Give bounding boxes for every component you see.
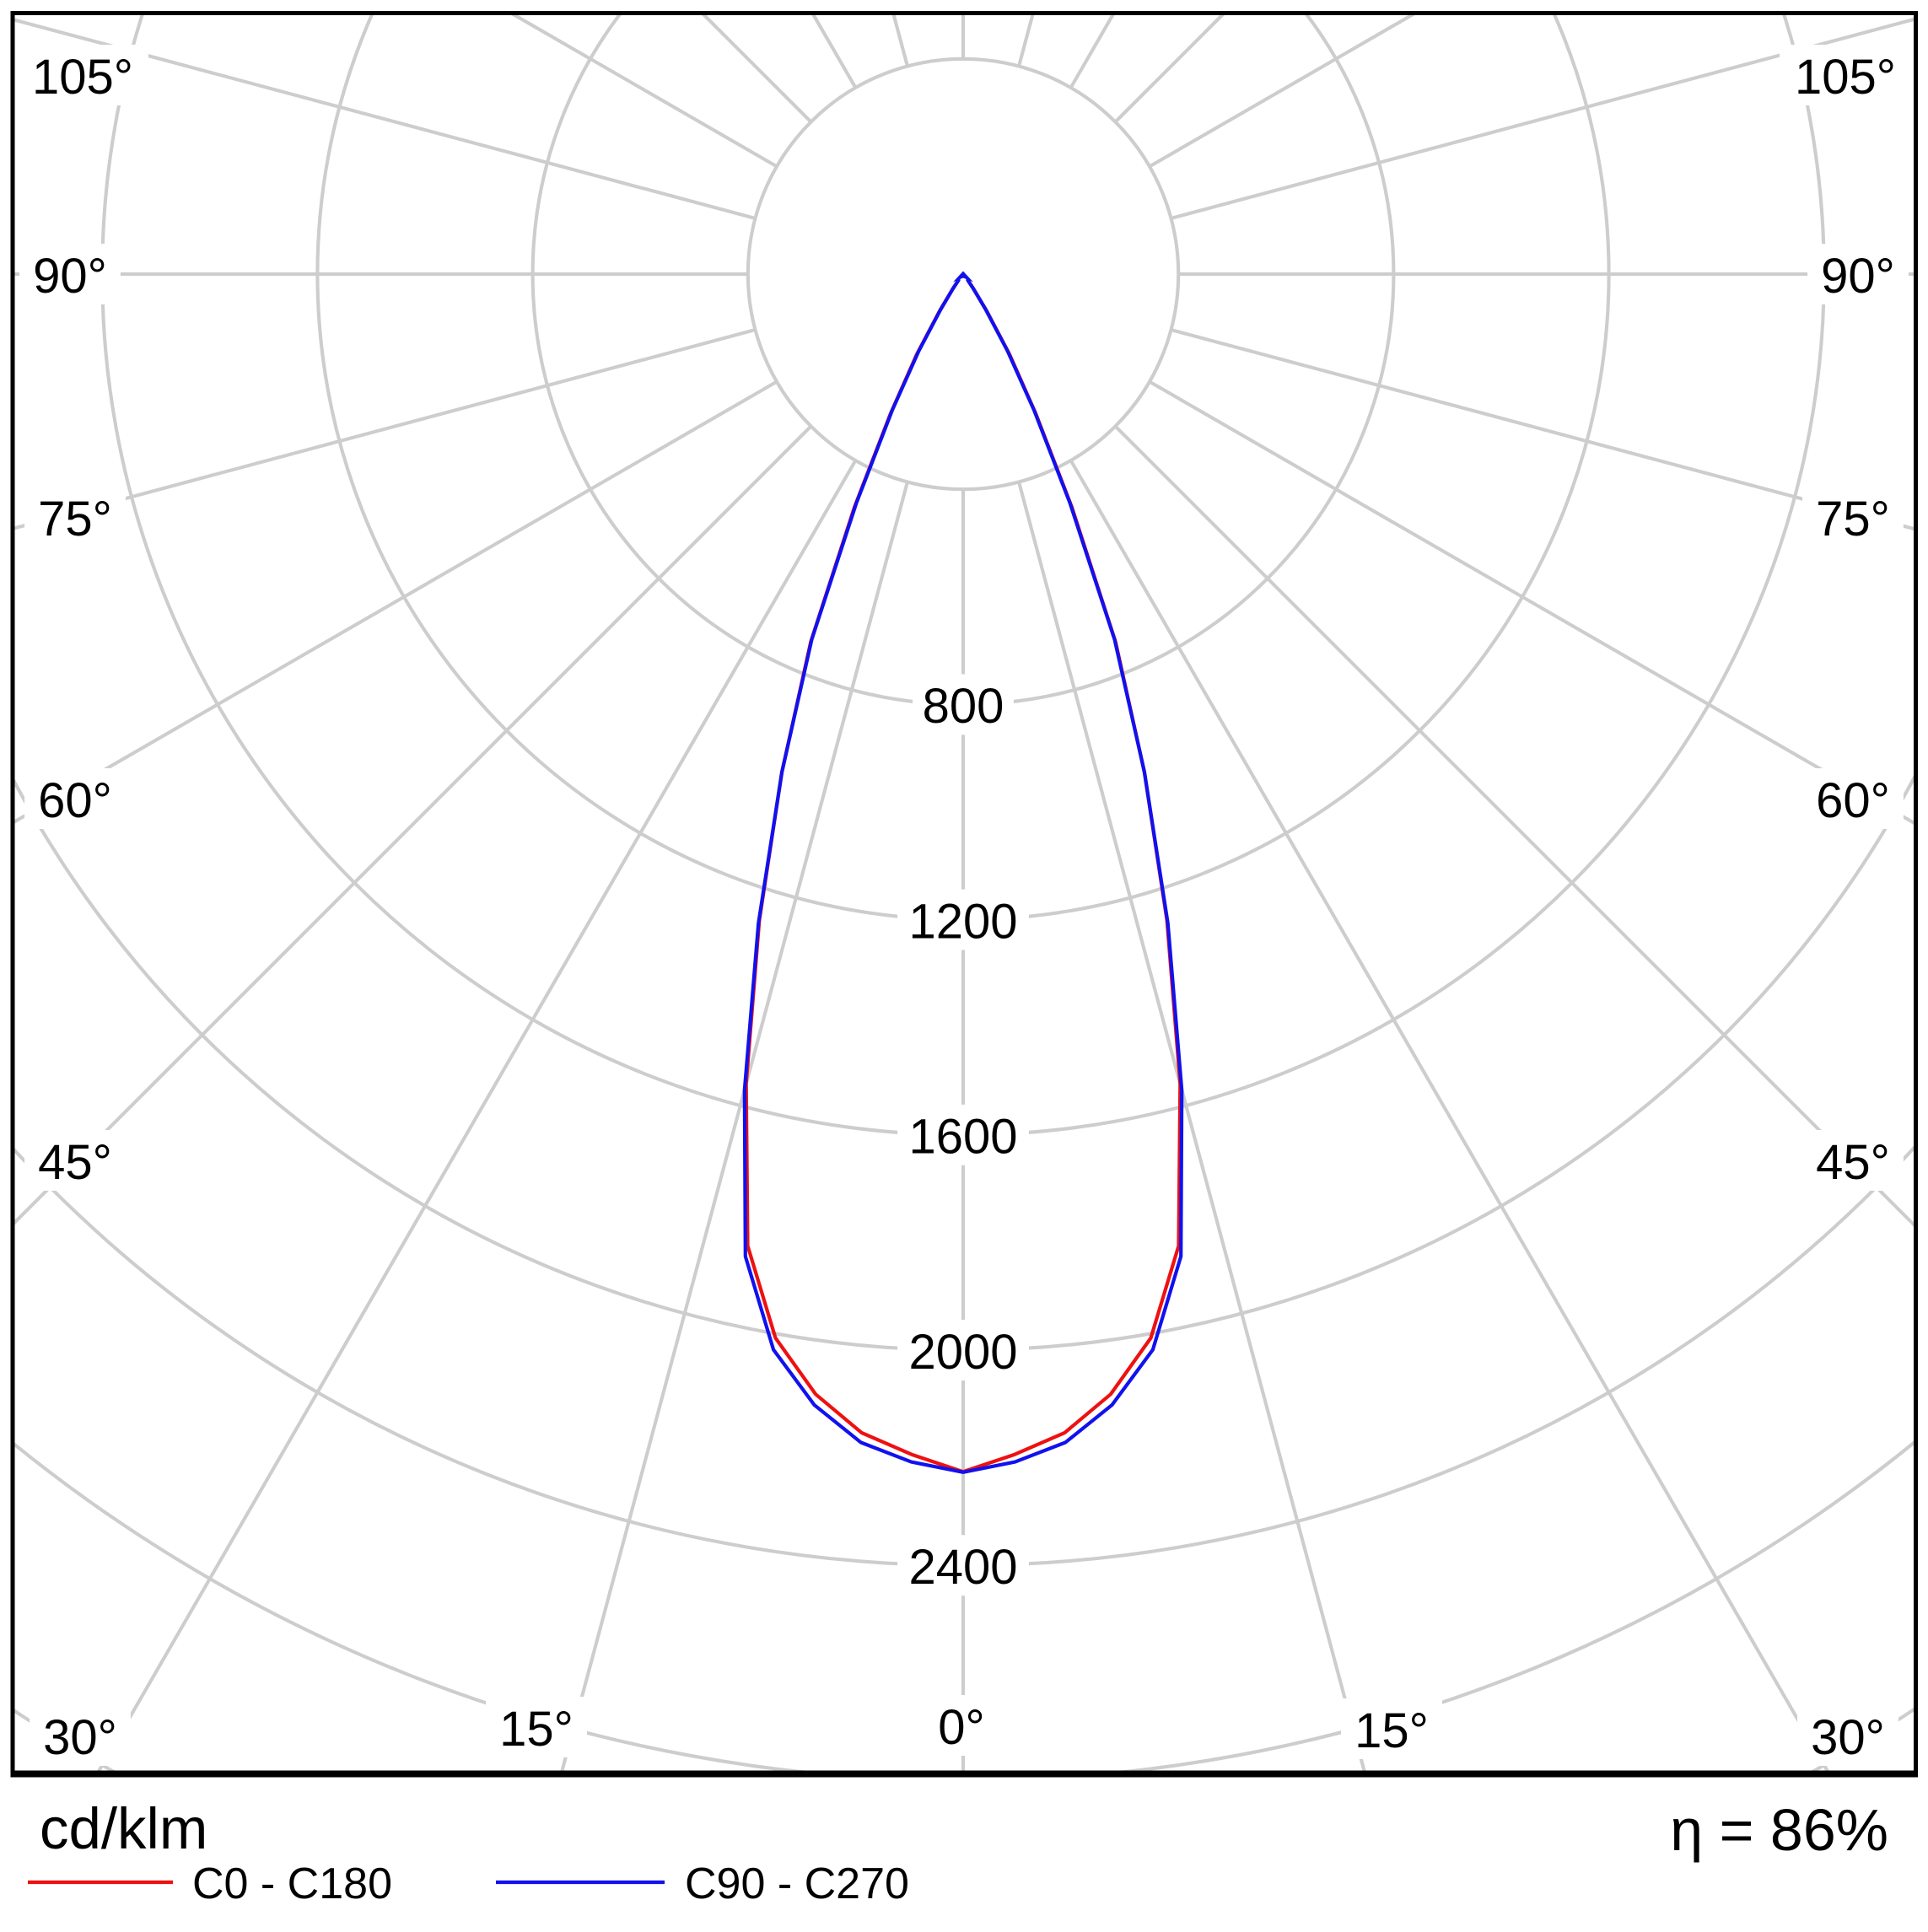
legend-label-c90: C90 - C270: [685, 1859, 909, 1908]
ring-label-2400-mask: [897, 1535, 1029, 1596]
grid-radial-15: [1017, 481, 1366, 1771]
ring-label-1600-mask: [897, 1104, 1029, 1165]
ring-label-2000: 2000: [908, 1325, 1017, 1380]
angle-label-left-60deg: 60°: [38, 773, 112, 828]
frame-bottom: [10, 1770, 1918, 1778]
angle-label-bottom-15deg: 15°: [1354, 1703, 1429, 1758]
angle-label-bottom-15deg-mask: [486, 1697, 587, 1757]
curve-arrowhead-icon: [953, 271, 973, 283]
caption-row: cd/klm η = 86%: [40, 1796, 1888, 1863]
ring-label-1200: 1200: [908, 894, 1017, 949]
angle-label-right-45deg-mask: [1802, 1130, 1904, 1191]
grid-radial-285: [14, 328, 757, 530]
grid-radial-330: [97, 459, 858, 1771]
grid-radial-105: [1170, 17, 1914, 220]
unit-label: cd/klm: [40, 1796, 207, 1861]
angle-label-left-75deg: 75°: [38, 492, 112, 546]
grid-radial-60: [1148, 379, 1914, 826]
angle-label-bottom-30deg: 30°: [43, 1710, 117, 1765]
legend: C0 - C180 C90 - C270: [28, 1859, 909, 1908]
grid-radial-345: [560, 481, 909, 1771]
angle-label-bottom-30deg: 30°: [1811, 1710, 1885, 1765]
curves: [742, 278, 1184, 1474]
ring-label-800: 800: [923, 679, 1004, 734]
efficiency-label: η = 86%: [1670, 1797, 1888, 1863]
frame-top: [10, 11, 1918, 15]
grid-radial-300: [14, 379, 778, 824]
ring-label-1600: 1600: [908, 1110, 1017, 1165]
curve-c90-c270: [742, 278, 1184, 1474]
grid-radial-75: [1170, 328, 1914, 531]
angle-label-left-45deg-mask: [24, 1130, 126, 1191]
angle-label-right-90deg-mask: [1807, 244, 1909, 304]
grid-radial-255: [14, 18, 757, 220]
angle-label-right-105deg-mask: [1780, 45, 1911, 105]
angle-label-bottom-30deg-mask: [1797, 1705, 1898, 1766]
angle-label-left-75deg-mask: [24, 487, 126, 547]
angle-label-bottom-0deg: 0°: [938, 1700, 984, 1755]
frame: [10, 11, 1918, 1778]
angle-label-left-90deg: 90°: [33, 249, 107, 304]
angle-label-right-45deg: 45°: [1816, 1135, 1890, 1190]
angle-label-right-75deg-mask: [1802, 487, 1904, 547]
grid-radial-45: [1114, 425, 1914, 1227]
angle-label-left-105deg: 105°: [32, 50, 133, 105]
angle-label-bottom-15deg-mask: [1341, 1698, 1442, 1759]
angle-label-right-60deg-mask: [1802, 768, 1904, 829]
angle-label-right-105deg: 105°: [1795, 50, 1896, 105]
frame-right: [1914, 11, 1918, 1776]
angle-label-bottom-0deg-mask: [926, 1695, 997, 1756]
angle-label-left-105deg-mask: [17, 45, 148, 105]
angle-label-left-60deg-mask: [24, 768, 126, 829]
angle-label-bottom-30deg-mask: [30, 1705, 131, 1766]
ring-label-2000-mask: [897, 1320, 1029, 1380]
ring-label-2400: 2400: [908, 1540, 1017, 1595]
angle-label-bottom-15deg: 15°: [499, 1702, 574, 1757]
angle-label-right-75deg: 75°: [1816, 492, 1890, 546]
ring-label-800-mask: [913, 674, 1014, 735]
grid-radial-30: [1069, 459, 1829, 1771]
grid-radial-315: [14, 425, 812, 1225]
angle-label-left-90deg-mask: [19, 244, 121, 304]
frame-left: [10, 11, 15, 1776]
ring-label-1200-mask: [897, 889, 1029, 950]
angle-label-left-45deg: 45°: [38, 1135, 112, 1190]
angle-label-right-90deg: 90°: [1821, 249, 1895, 304]
grid-labels: 800 1200 1600 2000 2400 105° 90° 75° 60° 45° 30° 15…: [17, 45, 1911, 1766]
angle-label-right-60deg: 60°: [1816, 773, 1890, 828]
legend-label-c0: C0 - C180: [192, 1859, 392, 1908]
